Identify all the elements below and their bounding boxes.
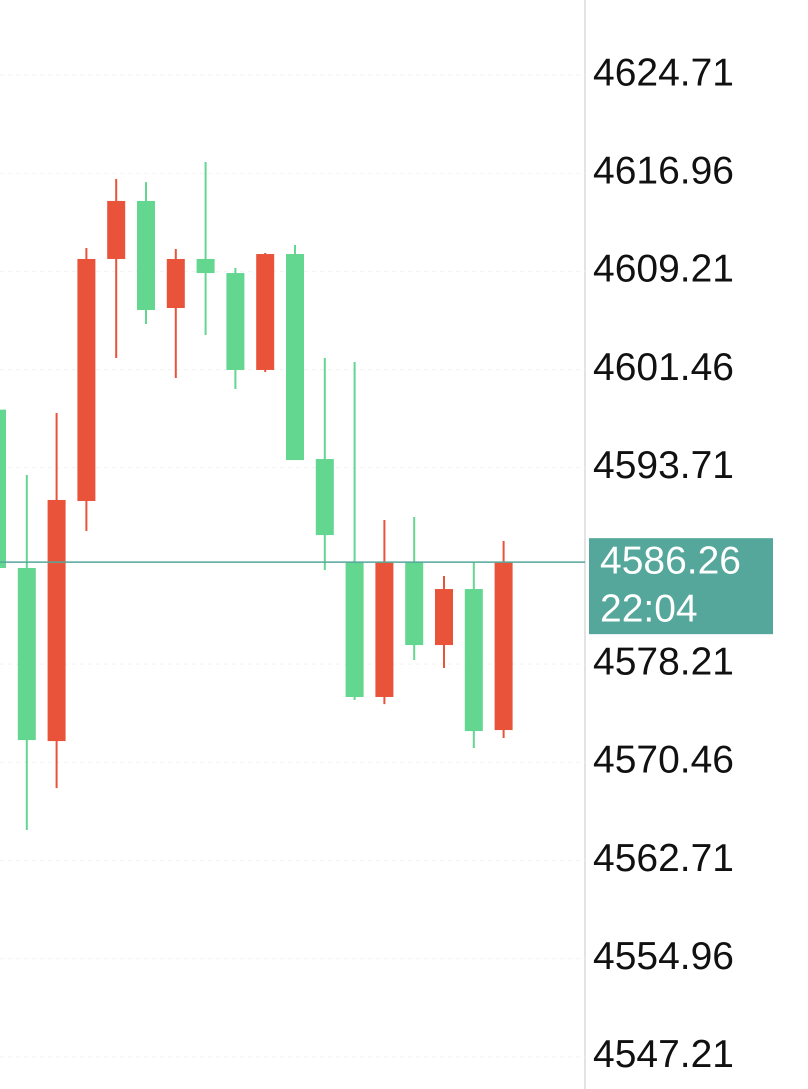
last-price-tag xyxy=(589,538,773,635)
y-tick-label: 4570.46 xyxy=(593,739,734,782)
candle-body xyxy=(286,254,304,461)
candle-body xyxy=(256,254,275,370)
y-tick-label: 4609.21 xyxy=(593,248,734,291)
candle-body xyxy=(137,200,155,311)
y-tick-label: 4562.71 xyxy=(593,837,734,880)
candle-body xyxy=(315,459,334,536)
y-tick-label: 4593.71 xyxy=(593,444,734,487)
last-price-label: 4586.26 xyxy=(600,539,741,582)
candle-body xyxy=(17,568,36,741)
candle-body xyxy=(375,562,394,697)
candle-body xyxy=(47,499,66,742)
y-tick-label: 4547.21 xyxy=(593,1033,734,1076)
candle-body xyxy=(494,562,513,731)
candle-body xyxy=(435,589,453,646)
candle-body xyxy=(107,200,126,259)
candle-body xyxy=(166,258,185,309)
last-time-label: 22:04 xyxy=(600,587,698,630)
candle-body xyxy=(196,258,215,274)
candle-body xyxy=(226,273,245,370)
y-tick-label: 4554.96 xyxy=(593,935,734,978)
y-tick-label: 4624.71 xyxy=(593,51,734,94)
y-tick-label: 4578.21 xyxy=(593,640,734,683)
y-tick-label: 4616.96 xyxy=(593,149,734,192)
candle-body xyxy=(464,589,483,732)
candle-body xyxy=(345,562,364,697)
y-tick-label: 4601.46 xyxy=(593,346,734,389)
candle-body xyxy=(405,562,424,646)
candle-body xyxy=(77,258,96,501)
candle-body xyxy=(0,409,6,569)
